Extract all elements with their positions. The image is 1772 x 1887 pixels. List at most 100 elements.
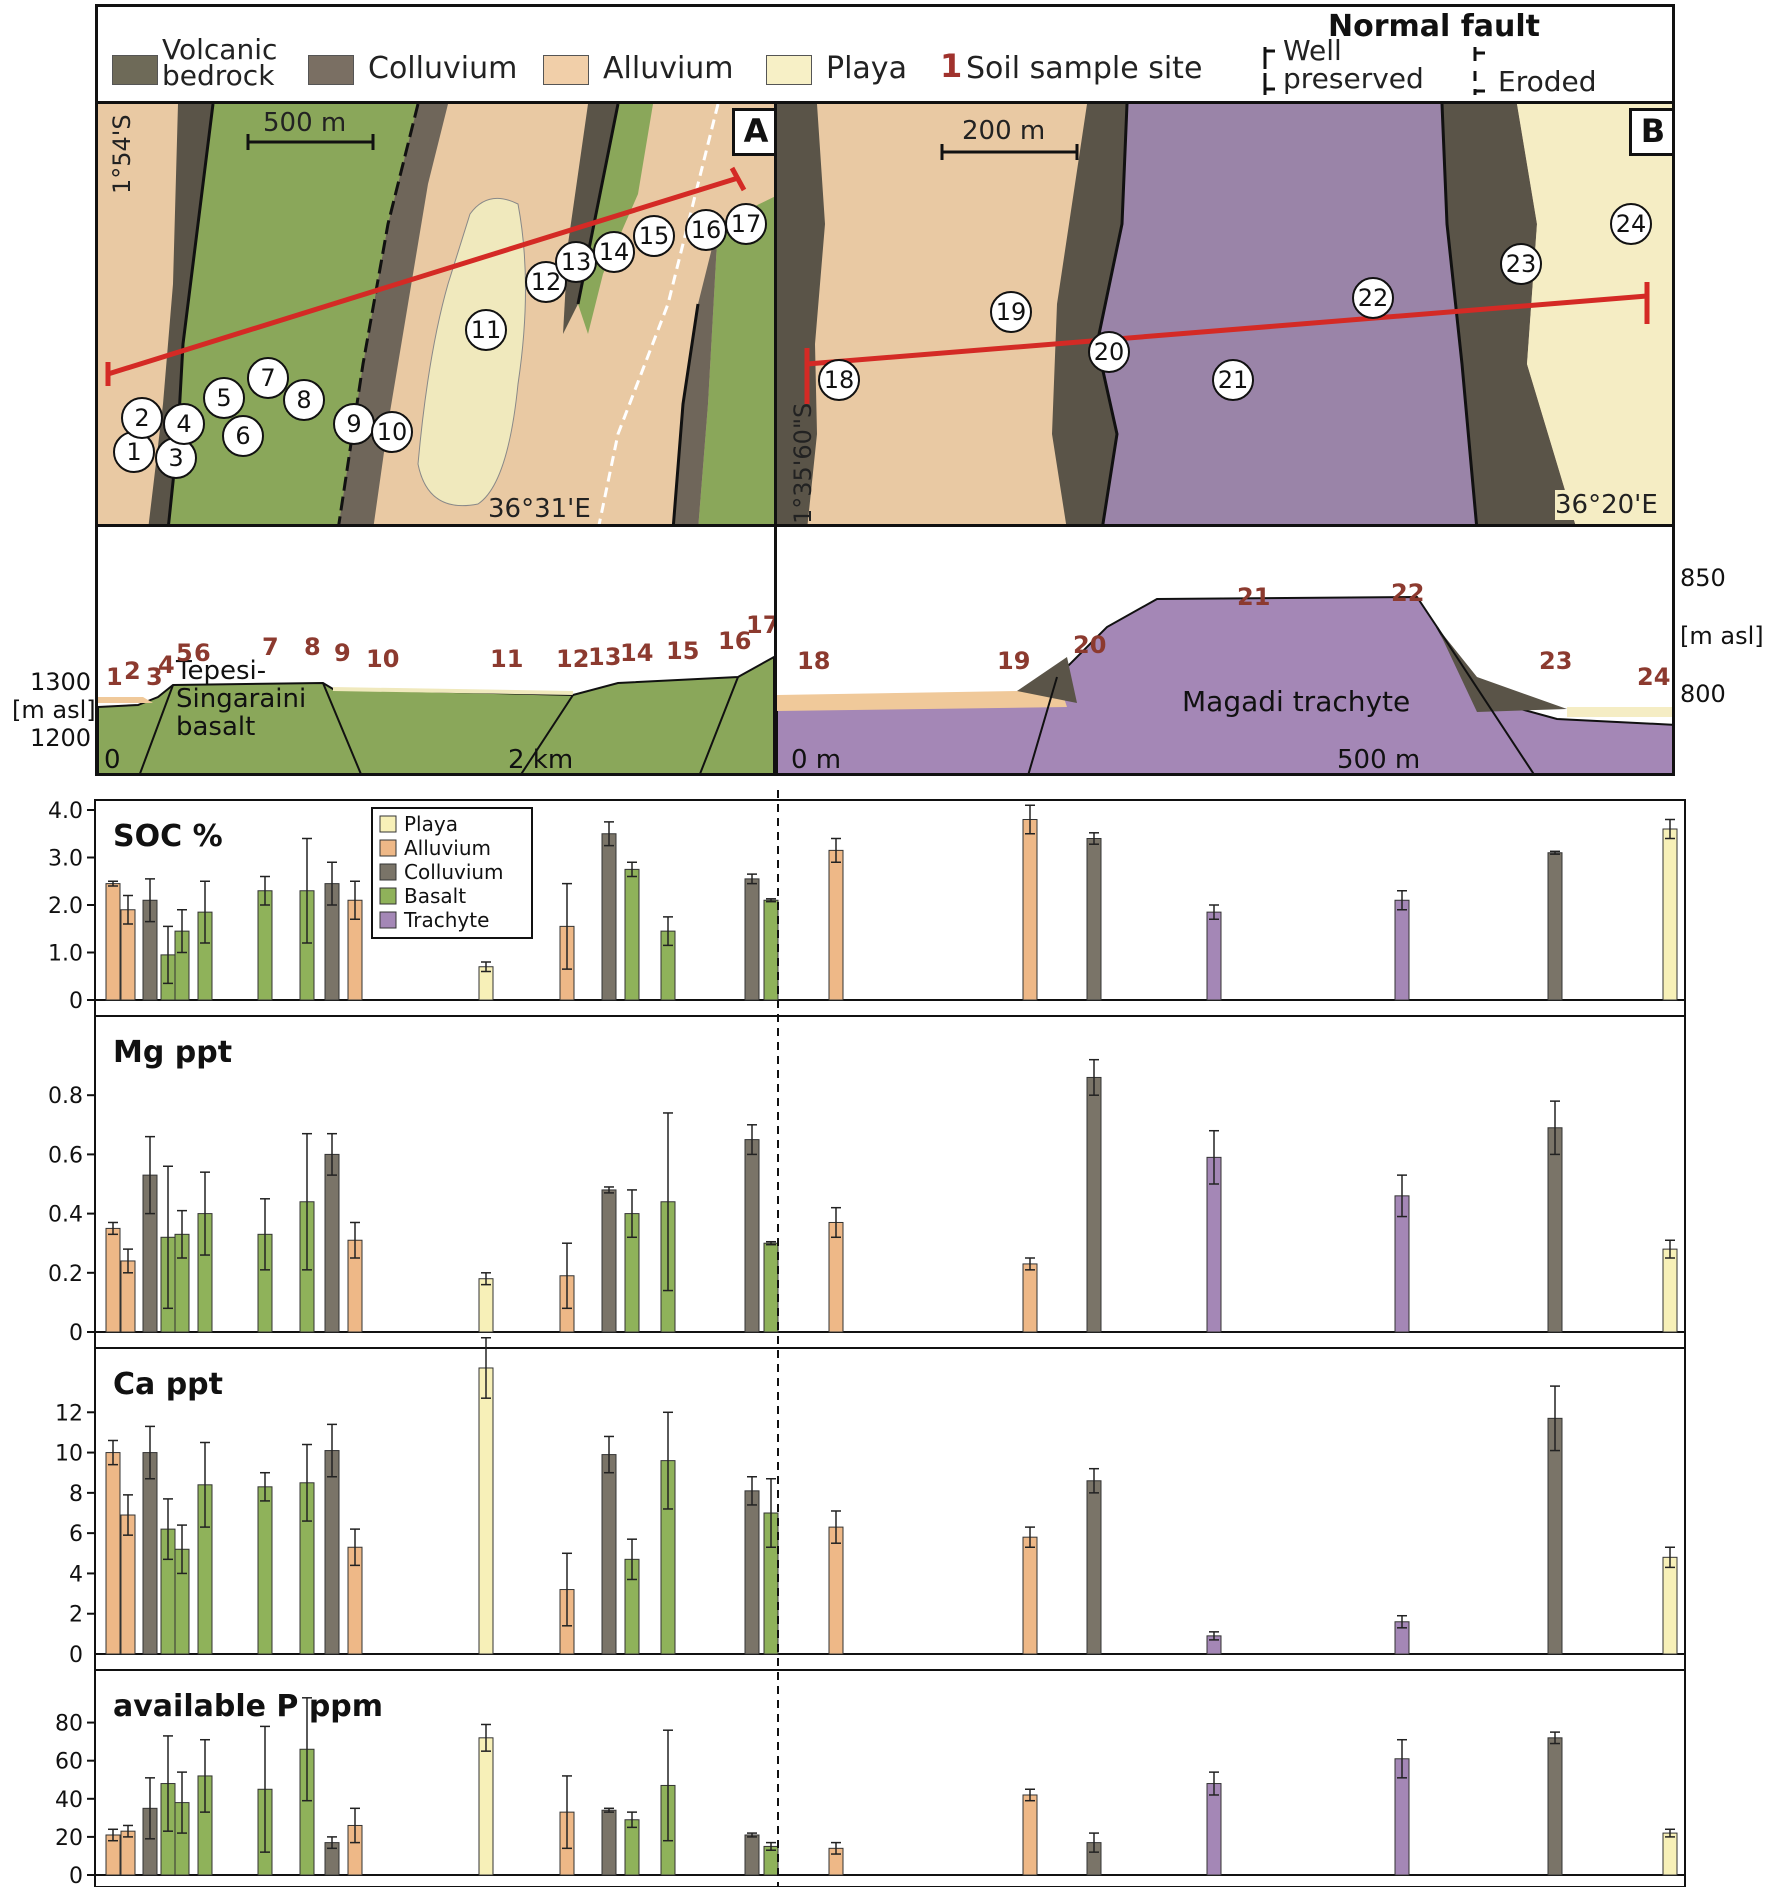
bar-site-24 bbox=[1662, 1556, 1678, 1655]
section-a-label-14: 14 bbox=[620, 639, 654, 667]
site-marker-7: 7 bbox=[247, 357, 289, 399]
cross-section-a-drawing bbox=[98, 655, 774, 773]
section-a-label-7: 7 bbox=[262, 633, 279, 661]
chart-legend-label-playa: Playa bbox=[404, 812, 458, 836]
bar-site-16 bbox=[744, 1834, 760, 1876]
section-b-label-19: 19 bbox=[997, 647, 1031, 675]
bar-site-22 bbox=[1394, 899, 1410, 1001]
y-tick-label: 1.0 bbox=[48, 942, 83, 967]
site-marker-1: 1 bbox=[113, 431, 155, 473]
site-marker-4: 4 bbox=[163, 403, 205, 445]
section-b-label-18: 18 bbox=[797, 647, 831, 675]
y-tick-label: 12 bbox=[55, 1401, 83, 1426]
map-a-scale-label: 500 m bbox=[263, 108, 347, 138]
bar-site-9 bbox=[324, 1153, 340, 1333]
site-marker-10: 10 bbox=[371, 411, 413, 453]
legend-sample-symbol: 1 bbox=[940, 47, 963, 85]
bar-site-13 bbox=[601, 1809, 617, 1876]
chart-legend-swatch-playa bbox=[379, 815, 397, 833]
bar-site-24 bbox=[1662, 1832, 1678, 1876]
map-b-letter: B bbox=[1629, 108, 1672, 156]
bar-site-1 bbox=[105, 883, 121, 1001]
site-marker-14: 14 bbox=[593, 231, 635, 273]
bar-site-18 bbox=[828, 1221, 844, 1333]
bar-site-11 bbox=[478, 1737, 494, 1876]
section-b-dist-start: 0 m bbox=[791, 745, 842, 775]
section-a-label-4: 4 bbox=[158, 651, 175, 679]
section-b-rock-label: Magadi trachyte bbox=[1182, 685, 1411, 718]
chart-legend-label-trachyte: Trachyte bbox=[403, 908, 489, 932]
y-tick-label: 2 bbox=[69, 1603, 83, 1628]
fault-well-preserved-icon bbox=[1263, 47, 1275, 95]
section-b-label-20: 20 bbox=[1073, 631, 1107, 659]
site-marker-16: 16 bbox=[685, 209, 727, 251]
chart-title: Mg ppt bbox=[113, 1035, 232, 1070]
chart-legend-label-colluvium: Colluvium bbox=[404, 860, 504, 884]
section-b-dist-end: 500 m bbox=[1337, 745, 1421, 775]
bar-site-13 bbox=[601, 1189, 617, 1333]
y-tick-label: 60 bbox=[55, 1750, 83, 1775]
map-a-drawing bbox=[105, 104, 774, 524]
y-tick-label: 0 bbox=[69, 1321, 83, 1346]
section-a-dist-end: 2 km bbox=[508, 745, 574, 775]
bar-site-23 bbox=[1547, 1417, 1563, 1655]
map-legend: Volcanic bedrock Colluvium Alluvium Play… bbox=[95, 4, 1675, 104]
section-a-label-11: 11 bbox=[490, 645, 524, 673]
bar-site-17 bbox=[763, 899, 779, 1001]
bar-site-13 bbox=[601, 833, 617, 1001]
bar-site-20 bbox=[1086, 838, 1102, 1001]
section-b-elev-unit: [m asl] bbox=[1680, 622, 1764, 650]
bar-site-20 bbox=[1086, 1480, 1102, 1655]
y-tick-label: 8 bbox=[69, 1482, 83, 1507]
section-a-label-10: 10 bbox=[366, 645, 400, 673]
section-a-elev-top: 1300 bbox=[30, 668, 92, 696]
chart-title: available P ppm bbox=[113, 1689, 383, 1724]
section-a-label-5: 5 bbox=[176, 639, 193, 667]
bar-site-7 bbox=[257, 890, 273, 1001]
map-panel-a: 500 m A 1°54'S 36°31'E 1 2 3 4 5 6 7 8 9… bbox=[95, 101, 777, 527]
y-tick-label: 0 bbox=[69, 1643, 83, 1668]
y-tick-label: 0.8 bbox=[48, 1084, 83, 1109]
bar-site-19 bbox=[1022, 1263, 1038, 1333]
site-marker-23: 23 bbox=[1500, 243, 1542, 285]
legend-label-sample-site: Soil sample site bbox=[966, 51, 1203, 86]
bar-site-16 bbox=[744, 1139, 760, 1333]
section-a-label-17: 17 bbox=[746, 611, 777, 639]
site-marker-18: 18 bbox=[818, 359, 860, 401]
legend-label-alluvium: Alluvium bbox=[603, 51, 734, 86]
site-marker-19: 19 bbox=[990, 291, 1032, 333]
section-a-elev-bottom: 1200 bbox=[30, 724, 92, 752]
map-b-scale-label: 200 m bbox=[962, 116, 1046, 146]
chart-legend-swatch-alluvium bbox=[379, 839, 397, 857]
section-b-label-21: 21 bbox=[1237, 583, 1271, 611]
site-marker-17: 17 bbox=[725, 203, 767, 245]
site-marker-22: 22 bbox=[1352, 277, 1394, 319]
site-marker-6: 6 bbox=[222, 415, 264, 457]
bar-site-23 bbox=[1547, 852, 1563, 1001]
bar-site-19 bbox=[1022, 819, 1038, 1001]
legend-label-eroded: Eroded bbox=[1498, 65, 1597, 98]
site-marker-15: 15 bbox=[633, 215, 675, 257]
y-tick-label: 20 bbox=[55, 1826, 83, 1851]
legend-swatch-playa bbox=[766, 55, 812, 85]
legend-label-well-preserved: Well preserved bbox=[1283, 34, 1424, 95]
cross-section-a: Tepesi- Singaraini basalt 0 2 km 1 2 3 4… bbox=[95, 524, 777, 776]
site-marker-8: 8 bbox=[283, 379, 325, 421]
bar-site-3 bbox=[142, 1452, 158, 1655]
bar-site-16 bbox=[744, 1490, 760, 1655]
y-tick-label: 80 bbox=[55, 1712, 83, 1737]
legend-label-playa: Playa bbox=[826, 51, 907, 86]
chart-title: SOC % bbox=[113, 819, 223, 854]
y-tick-label: 0 bbox=[69, 1864, 83, 1887]
section-a-label-8: 8 bbox=[304, 633, 321, 661]
bar-site-11 bbox=[478, 1278, 494, 1333]
site-marker-9: 9 bbox=[333, 403, 375, 445]
site-marker-21: 21 bbox=[1212, 359, 1254, 401]
site-marker-5: 5 bbox=[203, 377, 245, 419]
bar-site-1 bbox=[105, 1227, 121, 1333]
legend-swatch-alluvium bbox=[543, 55, 589, 85]
legend-swatch-colluvium bbox=[308, 55, 354, 85]
bar-site-21 bbox=[1206, 1783, 1222, 1876]
bar-site-11 bbox=[478, 1367, 494, 1655]
map-b-drawing bbox=[777, 104, 1672, 524]
